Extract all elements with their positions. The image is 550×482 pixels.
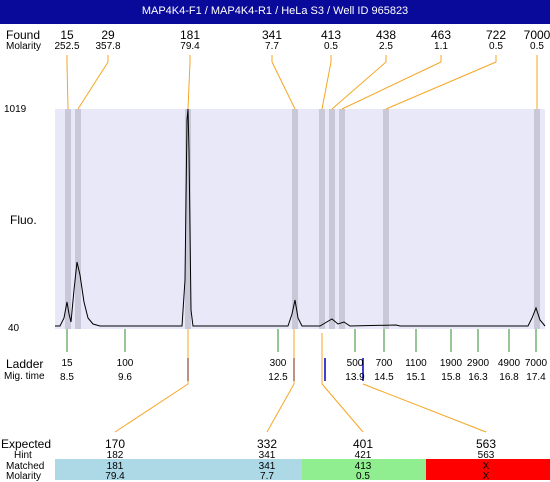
ladder-migtime-label: 13.9: [345, 372, 365, 383]
hint-value: 563: [477, 450, 495, 461]
fluorescence-trace: [55, 108, 546, 327]
expected-connector: [266, 383, 295, 433]
found-band: [292, 109, 298, 329]
found-molarity-label: 2.5: [379, 41, 393, 52]
ladder-size-label: 4900: [497, 358, 521, 369]
found-band: [534, 109, 540, 329]
y-max-label: 1019: [4, 104, 27, 115]
found-band: [185, 109, 191, 329]
matched-molarity-value: 7.7: [260, 471, 274, 482]
ladder-migtime-label: 15.8: [441, 372, 461, 383]
ladder-size-label: 100: [116, 358, 134, 369]
found-connector: [77, 61, 109, 110]
ladder-size-label: 2900: [466, 358, 490, 369]
matched-value: 341: [258, 461, 276, 472]
found-connector: [341, 61, 442, 110]
chart-title: MAP4K4-F1 / MAP4K4-R1 / HeLa S3 / Well I…: [141, 5, 409, 17]
molarity-bottom-label: Molarity: [6, 471, 42, 482]
ladder-migtime-label: 16.3: [468, 372, 488, 383]
found-connector: [187, 61, 191, 110]
found-band: [383, 109, 389, 329]
matched-molarity-value: 79.4: [105, 471, 125, 482]
found-molarity-label: 1.1: [434, 41, 448, 52]
ladder-size-label: 7000: [524, 358, 548, 369]
ladder-size-label: 300: [269, 358, 287, 369]
found-label: Found: [6, 28, 41, 42]
ladder-label: Ladder: [6, 357, 44, 371]
matched-band: [302, 459, 426, 480]
ladder-migtime-label: 16.8: [499, 372, 519, 383]
expected-size-label: 563: [475, 437, 497, 451]
title-bar: [0, 0, 550, 24]
found-band: [319, 109, 325, 329]
y-min-label: 40: [8, 323, 20, 334]
found-size-label: 438: [375, 28, 397, 42]
found-molarity-label: 357.8: [95, 41, 121, 52]
matched-molarity-value: X: [482, 471, 490, 482]
found-size-label: 463: [430, 28, 452, 42]
found-size-label: 7000: [523, 28, 550, 42]
plot-area: [55, 109, 545, 329]
found-connector: [331, 61, 387, 110]
found-band: [339, 109, 345, 329]
found-molarity-label: 0.5: [324, 41, 338, 52]
found-connector: [385, 61, 497, 110]
found-size-label: 341: [261, 28, 283, 42]
migtime-label: Mig. time: [4, 371, 45, 382]
expected-label: Expected: [1, 437, 52, 451]
matched-value: 181: [106, 461, 124, 472]
ladder-migtime-label: 15.1: [406, 372, 426, 383]
expected-connector: [321, 383, 364, 433]
expected-connector: [362, 383, 487, 433]
found-molarity-label: 7.7: [265, 41, 279, 52]
ladder-migtime-label: 17.4: [526, 372, 546, 383]
found-band: [75, 109, 81, 329]
hint-value: 341: [258, 450, 276, 461]
found-connector: [66, 61, 69, 110]
expected-size-label: 332: [256, 437, 278, 451]
found-size-label: 181: [179, 28, 201, 42]
matched-molarity-value: 0.5: [356, 471, 370, 482]
ladder-size-label: 1100: [405, 358, 427, 369]
matched-band: [426, 459, 550, 480]
hint-label: Hint: [14, 450, 32, 461]
ladder-size-label: 500: [346, 358, 364, 369]
matched-band: [55, 459, 302, 480]
molarity-label: Molarity: [6, 41, 42, 52]
found-molarity-label: 79.4: [180, 41, 200, 52]
found-connector: [321, 61, 332, 110]
found-size-label: 413: [320, 28, 342, 42]
matched-value: X: [482, 461, 490, 472]
fluo-label: Fluo.: [10, 213, 37, 227]
ladder-migtime-label: 12.5: [268, 372, 288, 383]
found-size-label: 29: [101, 28, 115, 42]
ladder-size-label: 1900: [439, 358, 463, 369]
found-molarity-label: 252.5: [54, 41, 80, 52]
expected-size-label: 401: [352, 437, 374, 451]
ladder-size-label: 15: [61, 358, 73, 369]
found-connector: [271, 61, 296, 110]
ladder-migtime-label: 9.6: [118, 372, 132, 383]
found-size-label: 15: [60, 28, 74, 42]
matched-value: 413: [354, 461, 372, 472]
found-molarity-label: 0.5: [489, 41, 503, 52]
ladder-migtime-label: 8.5: [60, 372, 74, 383]
ladder-migtime-label: 14.5: [374, 372, 394, 383]
expected-connector: [114, 383, 189, 433]
found-size-label: 722: [485, 28, 507, 42]
found-molarity-label: 0.5: [530, 41, 544, 52]
hint-value: 182: [106, 450, 124, 461]
hint-value: 421: [354, 450, 372, 461]
found-band: [329, 109, 335, 329]
found-band: [65, 109, 71, 329]
ladder-size-label: 700: [375, 358, 393, 369]
matched-label: Matched: [6, 461, 45, 472]
expected-size-label: 170: [104, 437, 126, 451]
